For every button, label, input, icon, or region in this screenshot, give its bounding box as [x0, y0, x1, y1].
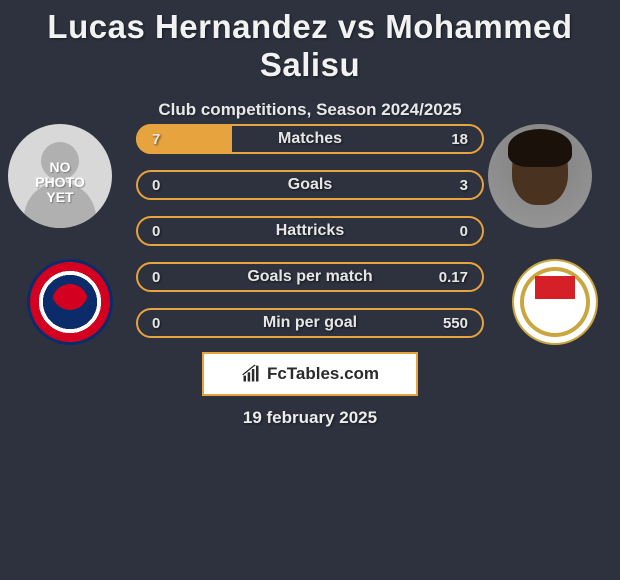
stat-left-value: 0: [152, 177, 160, 194]
no-photo-text: NOPHOTOYET: [8, 160, 112, 205]
subtitle: Club competitions, Season 2024/2025: [0, 100, 620, 120]
stat-row-matches: 7 Matches 18: [136, 124, 484, 154]
stat-right-value: 18: [451, 131, 468, 148]
player-right-photo: [488, 124, 592, 228]
stats-block: 7 Matches 18 0 Goals 3 0 Hattricks 0 0 G…: [136, 124, 484, 354]
stat-right-value: 3: [460, 177, 468, 194]
comparison-card: Lucas Hernandez vs Mohammed Salisu Club …: [0, 0, 620, 435]
bar-chart-icon: [241, 364, 261, 384]
stat-row-gpm: 0 Goals per match 0.17: [136, 262, 484, 292]
stat-right-value: 0.17: [439, 269, 468, 286]
stat-left-value: 0: [152, 223, 160, 240]
player-left-photo: NOPHOTOYET: [8, 124, 112, 228]
stat-fill-left: [136, 124, 232, 154]
player-face-icon: [488, 124, 592, 228]
page-title: Lucas Hernandez vs Mohammed Salisu: [0, 0, 620, 84]
watermark: FcTables.com: [202, 352, 418, 396]
club-right-badge: [512, 259, 598, 345]
watermark-text: FcTables.com: [267, 364, 379, 384]
stat-label: Matches: [278, 130, 342, 148]
stat-label: Goals: [288, 176, 332, 194]
stat-left-value: 7: [152, 131, 160, 148]
stat-right-value: 550: [443, 315, 468, 332]
club-left-badge: [27, 259, 113, 345]
stat-right-value: 0: [460, 223, 468, 240]
stat-label: Goals per match: [247, 268, 372, 286]
stat-row-hattricks: 0 Hattricks 0: [136, 216, 484, 246]
stat-label: Min per goal: [263, 314, 357, 332]
stat-row-mpg: 0 Min per goal 550: [136, 308, 484, 338]
stat-left-value: 0: [152, 269, 160, 286]
stat-label: Hattricks: [276, 222, 344, 240]
date-text: 19 february 2025: [0, 408, 620, 428]
stat-row-goals: 0 Goals 3: [136, 170, 484, 200]
no-photo-placeholder: NOPHOTOYET: [8, 124, 112, 228]
stat-left-value: 0: [152, 315, 160, 332]
